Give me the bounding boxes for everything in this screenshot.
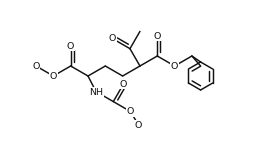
- Text: O: O: [67, 42, 74, 51]
- Text: O: O: [171, 62, 178, 71]
- Text: O: O: [135, 121, 142, 130]
- Text: O: O: [109, 34, 116, 43]
- Text: O: O: [50, 71, 57, 80]
- Text: O: O: [154, 32, 161, 41]
- Text: O: O: [127, 107, 134, 116]
- Text: O: O: [120, 80, 127, 89]
- Text: NH: NH: [89, 88, 103, 97]
- Text: O: O: [32, 62, 40, 71]
